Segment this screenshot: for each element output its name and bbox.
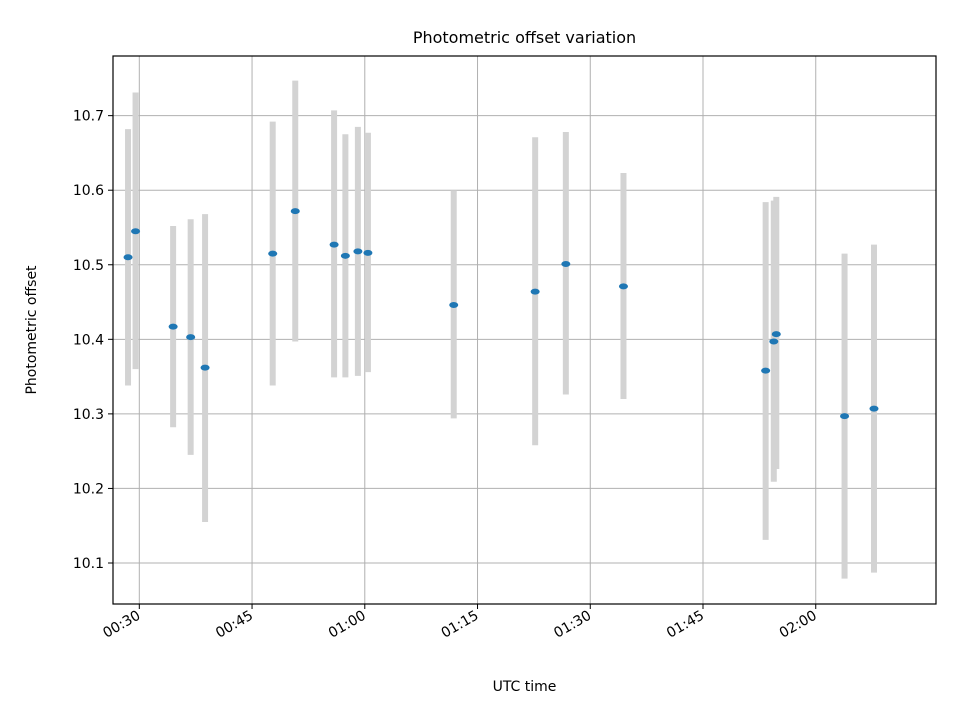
data-point: [618, 283, 628, 290]
data-point: [186, 334, 196, 341]
data-point: [200, 364, 210, 371]
y-tick-label: 10.3: [73, 407, 104, 423]
data-point: [340, 252, 350, 259]
data-points: [123, 208, 879, 420]
data-point: [530, 288, 540, 295]
grid: [113, 56, 936, 604]
y-axis-label: Photometric offset: [24, 265, 40, 395]
data-point: [290, 208, 300, 215]
data-point: [771, 331, 781, 338]
data-point: [268, 250, 278, 257]
data-point: [449, 302, 459, 309]
y-tick-label: 10.5: [73, 258, 104, 274]
y-tick-label: 10.2: [73, 481, 104, 497]
data-point: [840, 413, 850, 420]
data-point: [761, 367, 771, 374]
y-tick-label: 10.6: [73, 183, 104, 199]
data-point: [123, 254, 133, 261]
data-point: [353, 248, 363, 255]
data-point: [363, 249, 373, 256]
y-tick-label: 10.1: [73, 556, 104, 572]
data-point: [329, 241, 339, 248]
plot-frame: [112, 55, 937, 605]
data-point: [561, 261, 571, 268]
y-axis-ticks: 10.1 10.2 10.3 10.4 10.5 10.6 10.7: [73, 109, 113, 572]
data-point: [769, 338, 779, 345]
data-point: [869, 405, 879, 412]
data-point: [168, 323, 178, 330]
y-tick-label: 10.7: [73, 109, 104, 125]
data-point: [131, 228, 141, 235]
chart-title: Photometric offset variation: [413, 28, 636, 47]
x-axis-label: UTC time: [493, 679, 557, 695]
y-tick-label: 10.4: [73, 332, 104, 348]
